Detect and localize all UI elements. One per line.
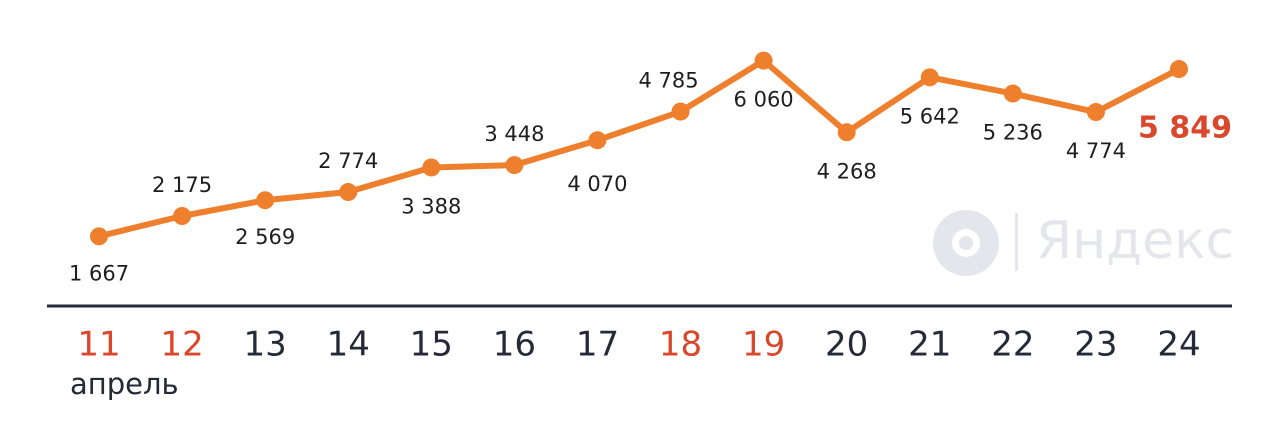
data-label: 2 774 xyxy=(318,149,378,173)
data-point xyxy=(1170,60,1188,79)
data-point xyxy=(1003,84,1022,103)
data-point xyxy=(90,227,108,246)
data-label: 3 388 xyxy=(401,194,461,218)
x-tick-label: 14 xyxy=(327,325,370,365)
data-label: 5 642 xyxy=(900,104,960,128)
x-tick-label: 20 xyxy=(825,325,868,365)
data-point xyxy=(588,131,607,150)
data-point xyxy=(1086,103,1105,122)
data-label: 2 569 xyxy=(235,225,295,249)
data-point xyxy=(339,183,358,202)
x-tick-label: 13 xyxy=(244,325,287,365)
data-label: 6 060 xyxy=(734,88,794,112)
watermark-logo xyxy=(959,236,973,250)
x-axis-label: апрель xyxy=(70,367,179,401)
x-tick-label: 21 xyxy=(908,325,951,365)
data-label: 4 070 xyxy=(567,172,627,196)
data-point xyxy=(754,51,773,70)
data-label: 4 785 xyxy=(638,69,698,93)
x-tick-label: 16 xyxy=(493,325,536,365)
data-point xyxy=(920,68,939,87)
data-label: 3 448 xyxy=(484,122,544,146)
watermark-divider xyxy=(1015,213,1018,271)
x-tick-label: 23 xyxy=(1074,325,1117,365)
data-point xyxy=(505,156,524,175)
x-tick-label: 18 xyxy=(659,325,702,365)
data-point xyxy=(256,191,275,210)
data-point xyxy=(173,207,192,225)
x-tick-label: 24 xyxy=(1157,325,1200,365)
x-tick-label: 17 xyxy=(576,325,619,365)
data-point xyxy=(671,102,690,121)
watermark-text: Яндекс xyxy=(1036,211,1234,271)
data-point xyxy=(422,158,441,177)
line xyxy=(98,57,1181,240)
x-tick-label: 22 xyxy=(991,325,1034,365)
watermark: Яндекс xyxy=(933,210,1234,276)
data-label: 4 268 xyxy=(817,159,877,183)
data-label: 4 774 xyxy=(1066,139,1126,163)
data-label: 1 667 xyxy=(69,261,129,285)
x-tick-label: 11 xyxy=(77,325,120,365)
x-tick-label: 15 xyxy=(410,325,453,365)
x-tick-label: 19 xyxy=(742,325,785,365)
x-tick-label: 12 xyxy=(160,325,203,365)
data-label: 5 849 xyxy=(1138,111,1232,146)
data-label: 5 236 xyxy=(983,121,1043,145)
data-label: 2 175 xyxy=(152,173,212,197)
data-point xyxy=(837,123,856,142)
